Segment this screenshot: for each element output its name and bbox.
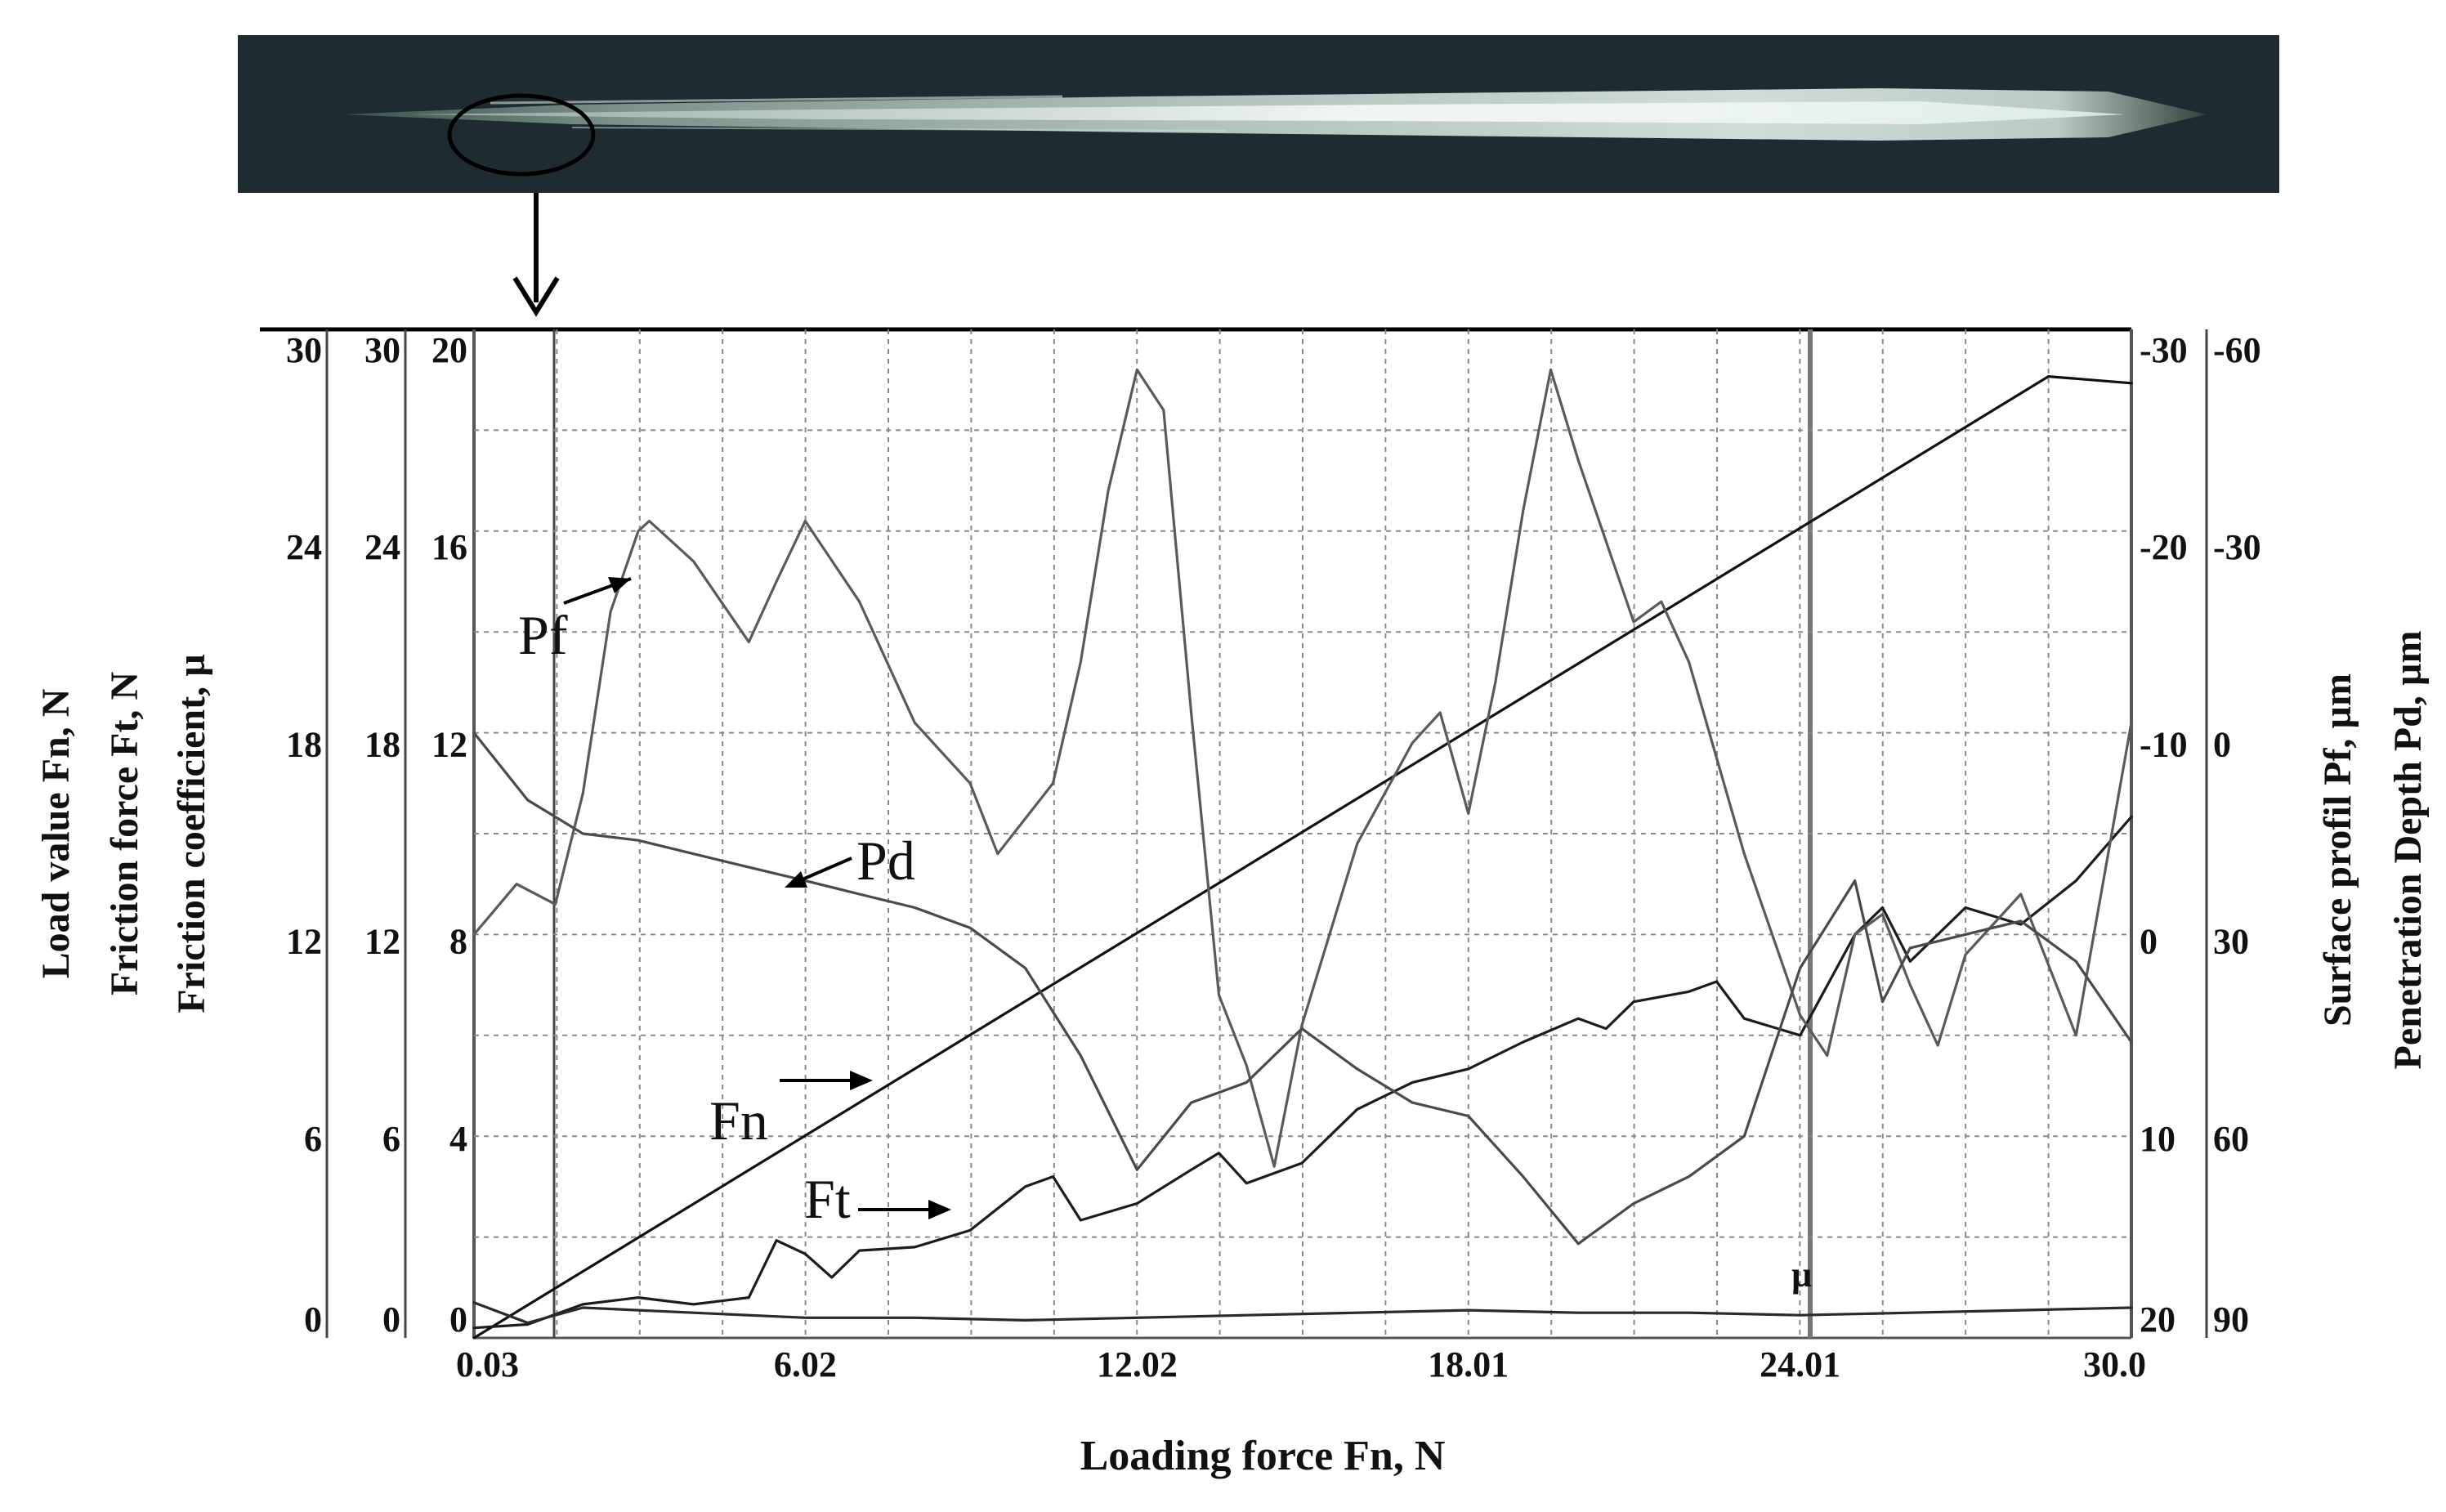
right-axis-1-tick: 0	[2140, 922, 2158, 962]
x-tick-label: 30.0	[2083, 1344, 2146, 1385]
right-axis-1-tick: 10	[2140, 1119, 2175, 1159]
ylabel-friction-coefficient: Friction coefficient, µ	[170, 654, 213, 1013]
left-axis-1-tick: 0	[304, 1300, 322, 1340]
right-axis-2-tick: 0	[2213, 724, 2231, 764]
right-axis-1-tick: -30	[2140, 330, 2188, 370]
annotation-fn: Fn	[709, 1089, 768, 1152]
tick-labels: 0.03 6.02 12.02 18.01 24.01 30.03024181260302…	[286, 330, 2261, 1385]
left-axis-1-tick: 30	[286, 330, 322, 370]
failure-region-circle	[447, 93, 596, 177]
left-axis-1-tick: 12	[286, 922, 322, 962]
annotations: Pf Pd Fn Ft µ	[518, 577, 1812, 1295]
series-pf	[472, 368, 2133, 1168]
x-tick-label: 18.01	[1428, 1344, 1509, 1385]
right-axis-1-tick: -10	[2140, 724, 2188, 764]
ylabel-load: Load value Fn, N	[34, 688, 78, 978]
annotation-ft: Ft	[804, 1168, 851, 1230]
series-mu	[472, 1301, 2133, 1325]
right-axis-1-tick: 20	[2140, 1300, 2175, 1340]
ylabel-friction-force: Friction force Ft, N	[103, 672, 146, 996]
annotation-pf: Pf	[518, 604, 568, 666]
left-axis-3-tick: 16	[432, 527, 467, 567]
right-axis-1-tick: -20	[2140, 527, 2188, 567]
annotation-mu: µ	[1791, 1255, 1812, 1295]
series-fn	[472, 375, 2133, 1340]
x-tick-label: 6.02	[774, 1344, 837, 1385]
left-axis-2-tick: 30	[364, 330, 400, 370]
left-axis-1-tick: 24	[286, 527, 322, 567]
left-axis-2-tick: 0	[382, 1300, 400, 1340]
series-ft	[472, 815, 2133, 1330]
xlabel: Loading force Fn, N	[1080, 1433, 1446, 1479]
scratch-micrograph	[238, 35, 2279, 193]
left-axis-3-tick: 0	[449, 1300, 467, 1340]
series-lines	[472, 368, 2133, 1340]
ylabel-surface-profile: Surface profil Pf, µm	[2316, 673, 2359, 1027]
right-axis-2-tick: 90	[2213, 1300, 2249, 1340]
annotation-pd: Pd	[856, 830, 915, 892]
right-axis-2-tick: 30	[2213, 922, 2249, 962]
left-axis-2-tick: 12	[364, 922, 400, 962]
left-axis-3-tick: 8	[449, 922, 467, 962]
x-tick-label: 0.03	[456, 1344, 519, 1385]
ylabel-penetration-depth: Penetration Depth Pd, µm	[2386, 631, 2430, 1070]
left-axis-1-tick: 18	[286, 724, 322, 764]
left-axis-3-tick: 4	[449, 1119, 467, 1159]
pointer-arrow	[512, 193, 560, 317]
left-axis-2-tick: 18	[364, 724, 400, 764]
left-axis-2-tick: 6	[382, 1119, 400, 1159]
x-tick-label: 24.01	[1760, 1344, 1840, 1385]
left-axis-2-tick: 24	[364, 527, 400, 567]
x-tick-label: 12.02	[1097, 1344, 1178, 1385]
left-axis-1-tick: 6	[304, 1119, 322, 1159]
right-axis-2-tick: -60	[2213, 330, 2261, 370]
series-pd	[472, 731, 2133, 1246]
right-axis-2-tick: 60	[2213, 1119, 2249, 1159]
gridlines	[474, 329, 2131, 1338]
right-axis-2-tick: -30	[2213, 527, 2261, 567]
left-axis-3-tick: 20	[432, 330, 467, 370]
left-axis-3-tick: 12	[432, 724, 467, 764]
